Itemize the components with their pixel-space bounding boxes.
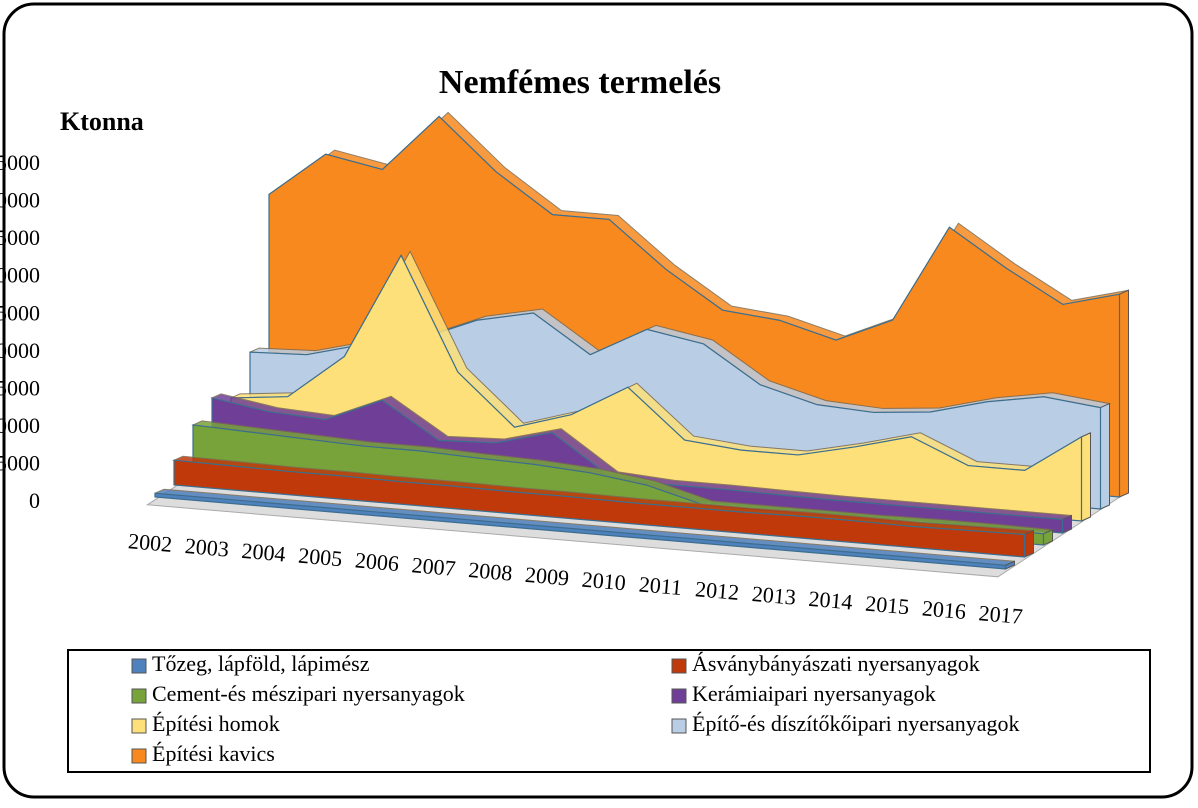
x-tick-label: 2010	[581, 567, 627, 596]
legend-label: Kerámiaipari nyersanyagok	[692, 681, 936, 706]
x-tick-label: 2011	[638, 571, 683, 600]
legend-swatch	[671, 658, 687, 674]
y-tick-label: 35000	[0, 225, 40, 250]
area	[154, 492, 1007, 570]
legend-label: Cement-és mészipari nyersanyagok	[152, 681, 465, 706]
x-tick-label: 2008	[467, 557, 513, 586]
x-tick-label: 2004	[241, 538, 287, 567]
x-tick-label: 2005	[297, 543, 343, 572]
x-tick-label: 2003	[184, 533, 230, 562]
x-tick-label: 2015	[864, 591, 910, 620]
legend-label: Építő-és díszítőkőipari nyersanyagok	[692, 711, 1019, 736]
y-tick-label: 25000	[0, 300, 40, 325]
x-tick-label: 2017	[978, 600, 1024, 629]
x-tick-label: 2007	[411, 552, 457, 581]
legend-label: Építési kavics	[152, 741, 275, 766]
y-tick-label: 40000	[0, 188, 40, 213]
y-tick-label: 5000	[0, 450, 40, 475]
y-tick-label: 30000	[0, 263, 40, 288]
legend-swatch	[671, 718, 687, 734]
y-axis-label: Ktonna	[60, 107, 144, 136]
legend-label: Építési homok	[152, 711, 280, 736]
legend-swatch	[131, 718, 147, 734]
y-tick-label: 45000	[0, 150, 40, 175]
x-tick-label: 2016	[921, 595, 967, 624]
legend-swatch	[131, 688, 147, 704]
legend-label: Tőzeg, lápföld, lápimész	[152, 651, 370, 676]
chart-title: Nemfémes termelés	[439, 64, 721, 101]
y-tick-label: 20000	[0, 338, 40, 363]
x-tick-label: 2014	[808, 586, 854, 615]
legend-label: Ásványbányászati nyersanyagok	[692, 651, 980, 676]
legend-swatch	[131, 658, 147, 674]
area-side	[1024, 529, 1034, 558]
y-tick-label: 0	[29, 488, 40, 513]
legend-box	[67, 649, 1151, 773]
area	[173, 459, 1026, 558]
y-tick-label: 10000	[0, 413, 40, 438]
legend-swatch	[671, 688, 687, 704]
area	[211, 397, 1064, 534]
x-tick-label: 2009	[524, 562, 570, 591]
x-tick-label: 2012	[694, 576, 740, 605]
area-side	[1081, 432, 1091, 522]
y-tick-label: 15000	[0, 375, 40, 400]
area-side	[1100, 402, 1110, 510]
legend-swatch	[131, 748, 147, 764]
x-tick-label: 2002	[127, 528, 173, 557]
x-tick-label: 2013	[751, 581, 797, 610]
area-side	[1119, 289, 1129, 498]
x-tick-label: 2006	[354, 547, 400, 576]
